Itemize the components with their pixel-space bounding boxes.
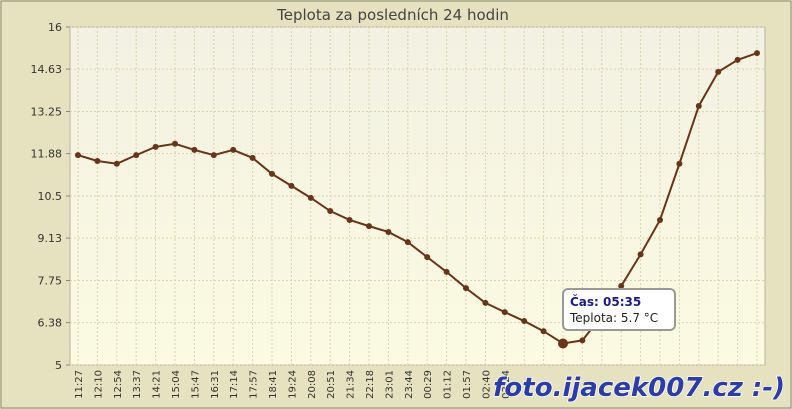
x-tick-label: 01:57 (462, 370, 473, 399)
y-tick-label: 9.13 (38, 232, 63, 245)
data-point (307, 194, 314, 201)
data-point (269, 170, 275, 177)
data-point (385, 228, 392, 235)
series-line (77, 52, 758, 345)
data-point (676, 160, 683, 167)
x-tick-label: 17:57 (249, 370, 260, 399)
highlight-point (558, 338, 568, 349)
data-point (75, 152, 81, 159)
y-tick-label: 6.38 (38, 317, 63, 330)
y-tick-label: 10.5 (38, 190, 63, 203)
data-point (249, 154, 256, 161)
x-tick-label: 03:24 (501, 370, 512, 399)
x-tick-label: 21:34 (346, 370, 357, 399)
x-tick-label: 23:44 (404, 370, 415, 399)
y-tick-label: 13.25 (31, 106, 63, 119)
watermark: foto.ijacek007.cz :-) (493, 373, 785, 403)
y-tick-label: 14.63 (31, 63, 63, 76)
x-tick-label: 15:04 (171, 370, 182, 399)
x-tick-label: 00:29 (423, 370, 434, 399)
data-point (404, 239, 411, 246)
data-point (540, 328, 547, 335)
data-point (210, 152, 217, 159)
data-point (695, 102, 702, 109)
data-point (152, 143, 159, 150)
data-point (579, 337, 586, 344)
x-tick-label: 23:01 (384, 370, 395, 399)
data-point (230, 146, 237, 153)
data-point (191, 146, 198, 153)
data-point (715, 68, 722, 75)
data-point (288, 182, 295, 189)
x-tick-label: 15:47 (190, 370, 201, 399)
tooltip: Čas: 05:35 Teplota: 5.7 °C (562, 288, 676, 331)
y-tick-label: 11.88 (31, 148, 63, 161)
x-tick-label: 12:54 (113, 370, 124, 399)
data-point (734, 56, 741, 63)
data-point (657, 216, 663, 223)
x-tick-label: 22:18 (365, 370, 376, 399)
x-tick-label: 13:37 (132, 370, 143, 399)
data-point (637, 251, 644, 258)
tooltip-text: Teplota: 5.7 °C (569, 311, 658, 325)
x-tick-label: 02:40 (481, 370, 492, 399)
data-point (618, 283, 625, 290)
x-tick-label: 20:51 (326, 370, 337, 399)
x-tick-label: 11:27 (74, 370, 85, 399)
data-point (521, 318, 528, 325)
data-point (482, 299, 489, 306)
data-point (327, 208, 334, 215)
data-point (346, 216, 353, 223)
x-tick-label: 19:24 (287, 370, 298, 399)
data-point (754, 50, 760, 57)
y-tick-label: 5 (55, 359, 62, 372)
x-tick-label: 20:08 (307, 370, 318, 399)
x-tick-label: 16:31 (210, 370, 221, 399)
data-point (424, 254, 431, 261)
data-point (463, 285, 469, 292)
data-point (443, 268, 450, 275)
chart-title: Teplota za posledních 24 hodin (276, 6, 509, 24)
data-point (94, 157, 101, 164)
data-point (133, 152, 140, 159)
x-tick-label: 18:41 (268, 370, 279, 399)
data-point (113, 160, 120, 167)
data-point (501, 309, 508, 316)
x-tick-label: 17:14 (229, 370, 240, 399)
x-tick-label: 01:12 (443, 370, 454, 399)
tooltip-title: Čas: 05:35 (570, 294, 641, 309)
x-tick-label: 14:21 (152, 370, 163, 399)
y-tick-label: 16 (48, 21, 62, 34)
data-point (366, 223, 372, 230)
tooltip-box (562, 288, 676, 331)
data-point (172, 140, 178, 147)
x-tick-label: 12:10 (93, 370, 104, 399)
y-tick-label: 7.75 (38, 275, 63, 288)
